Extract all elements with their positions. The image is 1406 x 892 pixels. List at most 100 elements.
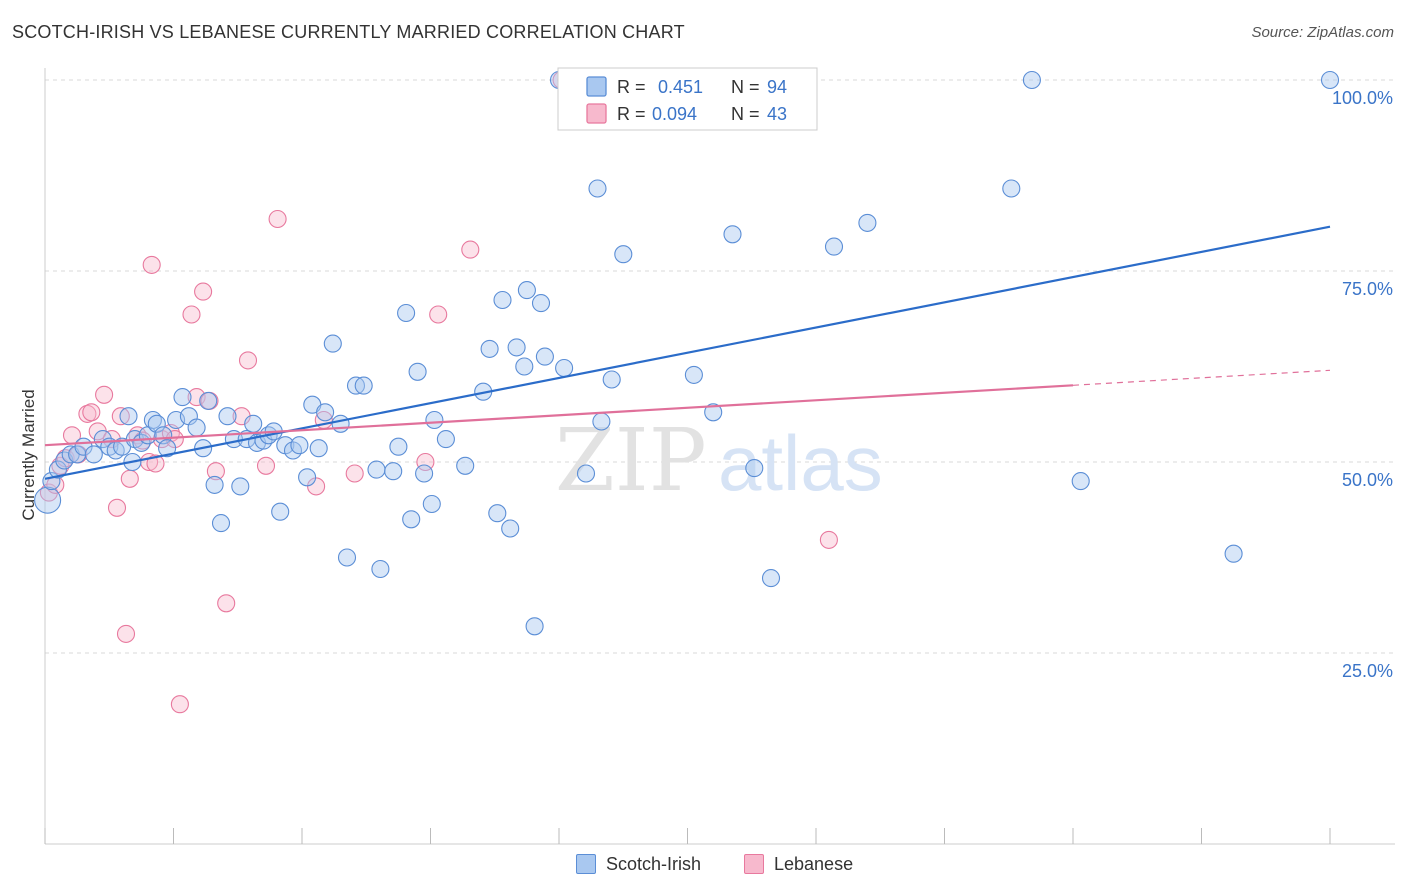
legend-swatch-pink: [586, 103, 607, 124]
legend-label-lebanese: Lebanese: [774, 853, 854, 874]
lebanese-point: [170, 695, 189, 714]
scotch-irish-point: [244, 414, 263, 433]
lebanese-point: [429, 305, 448, 324]
lebanese-trend-extension: [1072, 369, 1331, 386]
scotch-irish-point: [555, 358, 574, 378]
scotch-irish-point: [331, 414, 350, 433]
lebanese-point: [217, 594, 236, 613]
scatter-plot: ZIP atlas 25.0%50.0%75.0%100.0%0.0%100.0…: [19, 67, 1395, 845]
lebanese-point: [111, 407, 130, 426]
scotch-irish-point: [384, 462, 403, 481]
legend-label-scotch-irish: Scotch-Irish: [606, 853, 702, 874]
scotch-irish-point: [211, 514, 231, 533]
scotch-irish-point: [337, 548, 357, 567]
lebanese-point: [819, 530, 838, 549]
scotch-irish-point: [456, 456, 475, 475]
scotch-irish-point: [93, 430, 112, 449]
series-legend: Scotch-Irish Lebanese: [0, 848, 1406, 880]
y-axis-label: Currently Married: [19, 389, 38, 520]
scotch-irish-point: [488, 504, 507, 523]
scotch-irish-swatch: [576, 854, 596, 874]
lebanese-point: [82, 403, 101, 422]
legend-r-label-blue: R =: [617, 77, 651, 97]
scotch-irish-point: [576, 464, 596, 483]
scotch-irish-point: [531, 294, 551, 313]
scotch-irish-point: [1002, 179, 1021, 198]
scotch-irish-point: [588, 179, 607, 198]
watermark-zip: ZIP: [555, 411, 707, 511]
lebanese-point: [416, 452, 435, 472]
lebanese-point: [345, 464, 364, 483]
scotch-irish-point: [858, 213, 877, 232]
legend-item-scotch-irish[interactable]: Scotch-Irish: [576, 852, 701, 876]
scotch-irish-point: [389, 437, 408, 456]
scotch-irish-point: [119, 407, 138, 426]
scotch-irish-point: [147, 414, 166, 433]
legend-r-value-blue: 0.451: [658, 77, 703, 97]
scotch-irish-point: [602, 370, 621, 389]
y-tick-label-0: 25.0%: [1342, 661, 1393, 681]
legend-n-value-pink: 43: [767, 104, 787, 124]
lebanese-point: [120, 469, 139, 488]
lebanese-point: [146, 454, 165, 473]
scotch-irish-point: [218, 407, 237, 426]
lebanese-point: [95, 385, 114, 404]
lebanese-point: [256, 456, 276, 475]
scotch-irish-point: [1224, 544, 1243, 563]
scotch-irish-point: [408, 362, 427, 381]
scotch-irish-point: [231, 477, 250, 496]
lebanese-point: [268, 209, 287, 229]
legend-n-label-pink: N =: [731, 104, 765, 124]
axes: [44, 68, 1395, 845]
scotch-irish-point: [1022, 70, 1041, 90]
scotch-irish-point: [515, 357, 534, 376]
lebanese-point: [461, 240, 480, 259]
scotch-irish-point: [397, 303, 416, 323]
trend-lines: [44, 225, 1331, 480]
scotch-irish-point: [525, 617, 544, 636]
correlation-legend: R = 0.451 N = 94 R = 0.094 N = 43: [557, 67, 818, 131]
scotch-irish-point: [402, 510, 421, 529]
scotch-irish-point: [723, 225, 742, 244]
scotch-irish-point: [205, 475, 224, 494]
source-label: Source: ZipAtlas.com: [1251, 24, 1394, 41]
scotch-irish-point: [298, 468, 317, 487]
chart-title: SCOTCH-IRISH VS LEBANESE CURRENTLY MARRI…: [12, 22, 685, 42]
scotch-irish-point: [173, 388, 192, 407]
scotch-irish-point: [367, 460, 386, 479]
scotch-irish-point: [309, 439, 328, 458]
watermark-atlas: atlas: [718, 419, 883, 507]
scotch-irish-point: [684, 365, 703, 384]
scotch-irish-point: [1320, 70, 1340, 90]
scotch-irish-trend-line: [44, 225, 1331, 480]
scotch-irish-point: [1071, 472, 1090, 491]
scotch-irish-point: [199, 391, 218, 410]
scotch-irish-point: [84, 445, 103, 464]
scotch-irish-point: [425, 410, 444, 430]
lebanese-points: [39, 70, 838, 714]
lebanese-point: [206, 462, 225, 481]
scotch-irish-point: [535, 347, 554, 366]
scotch-irish-point: [436, 430, 455, 449]
y-tick-label-3: 100.0%: [1332, 88, 1393, 108]
scotch-irish-point: [415, 464, 434, 483]
lebanese-point: [116, 624, 136, 643]
lebanese-point: [194, 282, 213, 301]
legend-r-value-pink: 0.094: [652, 104, 697, 124]
lebanese-point: [107, 498, 127, 517]
scotch-irish-point: [271, 502, 290, 521]
scotch-irish-point: [422, 494, 441, 514]
legend-item-lebanese[interactable]: Lebanese: [744, 852, 853, 876]
scotch-irish-point: [371, 559, 390, 579]
scotch-irish-point: [501, 519, 520, 538]
scotch-irish-point: [354, 376, 373, 395]
lebanese-point: [182, 305, 201, 324]
lebanese-swatch: [744, 854, 764, 874]
scotch-irish-point: [48, 460, 67, 479]
scotch-irish-point: [824, 237, 844, 256]
scotch-irish-point: [493, 290, 512, 310]
legend-swatch-blue: [586, 76, 607, 97]
lebanese-point: [238, 351, 258, 370]
scotch-irish-point: [187, 418, 206, 437]
scotch-irish-point: [158, 439, 177, 458]
